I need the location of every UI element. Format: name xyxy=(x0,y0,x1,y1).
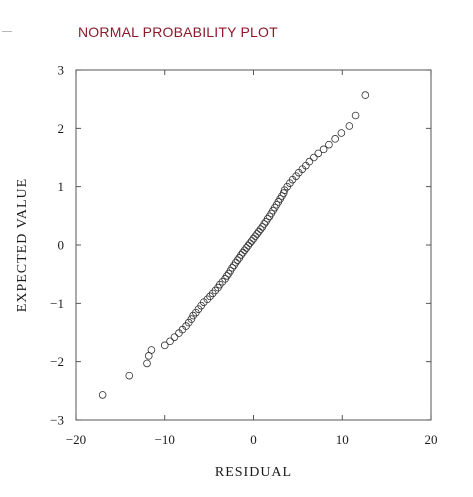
y-tick-label: 3 xyxy=(58,63,65,78)
data-point xyxy=(228,263,237,272)
data-point xyxy=(253,230,261,238)
corner-mark xyxy=(2,31,12,32)
y-tick-label: −2 xyxy=(50,354,64,369)
data-point xyxy=(170,333,179,341)
plot-frame xyxy=(75,69,432,421)
y-tick-label: 0 xyxy=(58,238,65,253)
data-point xyxy=(187,315,196,323)
data-point xyxy=(166,337,174,346)
data-point xyxy=(279,189,288,197)
x-tick-label: 10 xyxy=(336,432,349,447)
data-point xyxy=(314,149,323,158)
data-point xyxy=(125,371,134,380)
data-point xyxy=(189,311,197,320)
x-tick-label: 20 xyxy=(425,432,438,447)
data-point xyxy=(98,391,107,399)
data-point xyxy=(331,135,339,143)
data-point xyxy=(247,237,256,245)
data-point xyxy=(361,91,370,99)
data-point xyxy=(260,220,268,228)
data-point xyxy=(242,244,251,252)
x-tick-label: −10 xyxy=(155,432,175,447)
data-point xyxy=(239,248,247,257)
data-point xyxy=(351,111,360,120)
data-point xyxy=(319,145,328,154)
data-point xyxy=(345,122,354,130)
data-point xyxy=(208,289,217,298)
data-point xyxy=(337,129,346,137)
data-point xyxy=(246,239,254,248)
data-point xyxy=(249,234,258,243)
data-point xyxy=(215,280,224,289)
x-tick-label: 0 xyxy=(250,432,257,447)
data-point xyxy=(240,246,249,255)
data-point xyxy=(147,346,156,354)
data-point xyxy=(206,292,214,301)
y-tick-label: −3 xyxy=(50,413,64,428)
data-point xyxy=(325,140,333,149)
data-point xyxy=(256,225,265,234)
data-point xyxy=(305,157,314,166)
data-point xyxy=(233,256,242,264)
data-point xyxy=(255,227,263,236)
data-point xyxy=(218,277,227,286)
y-tick-label: −1 xyxy=(50,296,64,311)
y-axis-label: EXPECTED VALUE xyxy=(15,178,30,312)
chart-title: NORMAL PROBABILITY PLOT xyxy=(78,24,278,40)
data-point xyxy=(203,295,212,304)
data-point xyxy=(160,341,169,350)
data-point xyxy=(223,272,231,280)
x-axis-label: RESIDUAL xyxy=(215,465,292,480)
x-tick-label: −20 xyxy=(66,432,86,447)
data-points xyxy=(98,91,370,399)
data-point xyxy=(143,359,151,368)
y-tick-label: 2 xyxy=(58,121,65,136)
data-point xyxy=(244,241,252,250)
data-point xyxy=(310,153,318,162)
data-point xyxy=(251,232,260,241)
axes xyxy=(75,69,432,421)
data-point xyxy=(211,286,220,295)
data-point xyxy=(263,214,272,223)
y-tick-label: 1 xyxy=(58,179,65,194)
